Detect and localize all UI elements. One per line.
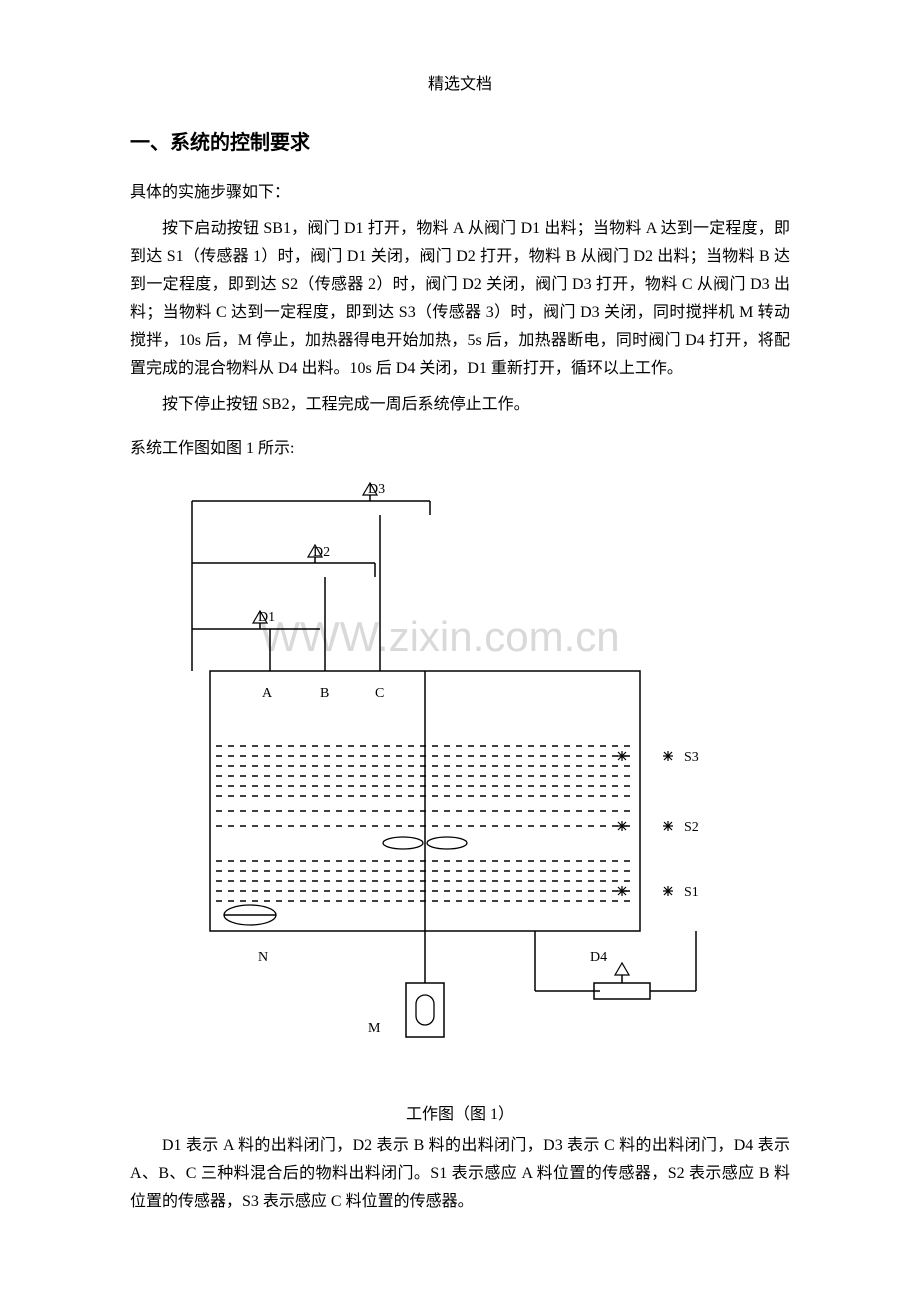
svg-text:D2: D2 (313, 545, 330, 560)
page-header-label: 精选文档 (130, 70, 790, 94)
paragraph-1: 按下启动按钮 SB1，阀门 D1 打开，物料 A 从阀门 D1 出料；当物料 A… (130, 215, 790, 383)
svg-text:S3: S3 (684, 750, 699, 765)
figure-caption: 工作图（图 1） (130, 1100, 790, 1124)
svg-text:B: B (320, 686, 329, 701)
paragraph-2: 按下停止按钮 SB2，工程完成一周后系统停止工作。 (130, 391, 790, 419)
svg-text:C: C (375, 686, 384, 701)
diagram-svg: WWW.zixin.com.cn D3 D2 D1 A B C S3 S2 S1 M N D4 (130, 471, 750, 1071)
svg-text:N: N (258, 950, 268, 965)
intro-text: 具体的实施步骤如下： (130, 179, 790, 207)
svg-text:M: M (368, 1021, 381, 1036)
paragraph-3: 系统工作图如图 1 所示: (130, 435, 790, 463)
document-page: 精选文档 一、系统的控制要求 具体的实施步骤如下： 按下启动按钮 SB1，阀门 … (0, 0, 920, 1284)
svg-text:WWW.zixin.com.cn: WWW.zixin.com.cn (260, 613, 619, 660)
svg-text:D4: D4 (590, 950, 607, 965)
svg-text:S1: S1 (684, 885, 699, 900)
svg-text:D3: D3 (368, 482, 385, 497)
svg-text:A: A (262, 686, 273, 701)
svg-text:D1: D1 (258, 610, 275, 625)
section-title: 一、系统的控制要求 (130, 126, 790, 155)
svg-text:S2: S2 (684, 820, 699, 835)
paragraph-4: D1 表示 A 料的出料闭门，D2 表示 B 料的出料闭门，D3 表示 C 料的… (130, 1132, 790, 1216)
system-diagram: WWW.zixin.com.cn D3 D2 D1 A B C S3 S2 S1 M N D4 (130, 471, 790, 1076)
